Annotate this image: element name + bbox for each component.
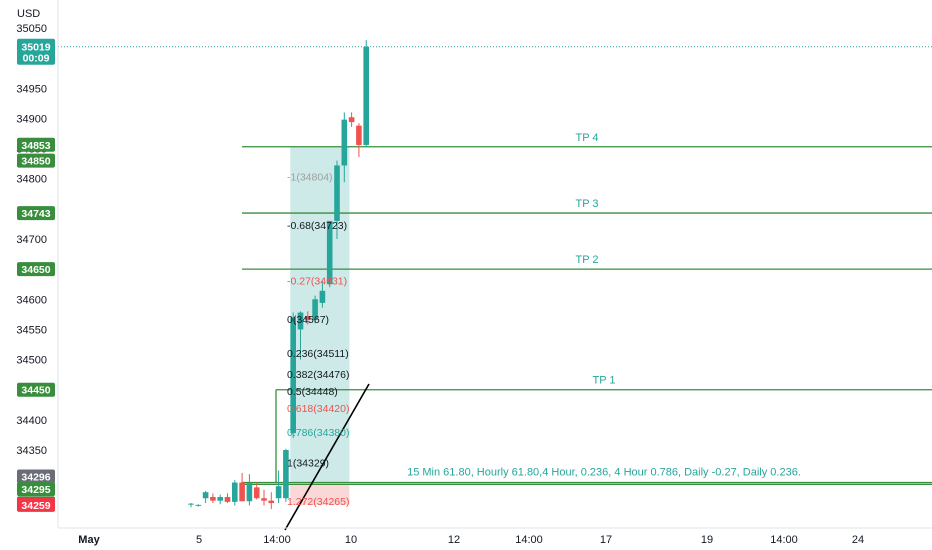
candle-body[interactable] [356, 125, 362, 145]
x-tick-label: 5 [196, 534, 202, 546]
x-tick-label: May [78, 534, 100, 546]
fib-level-label: 1.272(34265) [287, 496, 349, 508]
candle-body[interactable] [312, 299, 318, 320]
x-tick-label: 17 [600, 534, 612, 546]
price-badge-text: 34853 [21, 140, 50, 152]
fib-zone-red [290, 484, 350, 505]
fib-level-label: 0.236(34511) [287, 348, 349, 360]
y-tick-label: 34950 [16, 83, 47, 95]
price-badge[interactable] [17, 206, 55, 221]
candle-body[interactable] [224, 497, 231, 502]
candle-body[interactable] [210, 497, 216, 501]
candle-body[interactable] [297, 312, 304, 330]
x-tick-label: 14:00 [263, 534, 291, 546]
candle-body[interactable] [348, 117, 355, 123]
tp-label: TP 1 [592, 375, 615, 387]
price-badge-text: 34743 [21, 208, 50, 220]
fib-level-label: 0.5(34448) [287, 386, 338, 398]
y-tick-label: 34500 [16, 355, 47, 367]
fib-level-label: 0.618(34420) [287, 403, 349, 415]
price-badge-text: 34850 [21, 156, 50, 168]
candle-body[interactable] [334, 165, 340, 221]
candle-body[interactable] [188, 503, 194, 505]
price-badge[interactable] [17, 153, 55, 168]
fib-level-label: 0.382(34476) [287, 369, 349, 381]
candle-body[interactable] [268, 500, 275, 504]
x-tick-label: 12 [448, 534, 460, 546]
y-tick-label: 34550 [16, 324, 47, 336]
price-badge-text: 34296 [21, 472, 50, 484]
x-tick-label: 10 [345, 534, 357, 546]
price-badge[interactable] [17, 262, 55, 277]
candle-body[interactable] [363, 46, 369, 145]
price-badge-text: 34295 [21, 484, 50, 496]
price-badge-text: 34450 [21, 385, 50, 397]
fib-level-label: -0.27(34631) [287, 276, 347, 288]
candle-body[interactable] [326, 220, 333, 285]
y-tick-label: 34350 [16, 445, 47, 457]
y-tick-label: 34400 [16, 415, 47, 427]
candle-body[interactable] [261, 498, 267, 501]
candle-body[interactable] [202, 492, 209, 499]
confluence-annotation: 15 Min 61.80, Hourly 61.80,4 Hour, 0.236… [407, 467, 801, 479]
candle-body[interactable] [283, 450, 289, 499]
candle-body[interactable] [195, 504, 202, 506]
fib-level-label: -1(34804) [287, 171, 333, 183]
price-badge[interactable] [17, 482, 55, 497]
candle-body[interactable] [341, 119, 348, 166]
tp-label: TP 3 [575, 198, 598, 210]
trend-line[interactable] [284, 383, 370, 531]
currency-label: USD [17, 8, 40, 20]
x-tick-label: 24 [852, 534, 864, 546]
candle-body[interactable] [290, 317, 296, 434]
y-tick-label: 35050 [16, 23, 47, 35]
candle-body[interactable] [275, 486, 282, 499]
candle-body[interactable] [217, 497, 223, 501]
price-badge[interactable] [17, 469, 55, 484]
price-badge[interactable] [17, 137, 55, 152]
x-tick-label: 19 [701, 534, 713, 546]
x-tick-label: 14:00 [515, 534, 543, 546]
candle-body[interactable] [232, 482, 238, 502]
candle-body[interactable] [305, 316, 311, 320]
candle-body[interactable] [319, 290, 326, 303]
candle-body[interactable] [239, 482, 245, 502]
price-badge-text: 34259 [21, 500, 50, 512]
fib-level-label: 0.786(34380) [287, 427, 349, 439]
countdown-text: 00:09 [23, 53, 50, 65]
price-badge-text: 34650 [21, 264, 50, 276]
x-tick-label: 14:00 [770, 534, 798, 546]
price-badge[interactable] [17, 382, 55, 397]
y-tick-label: 34900 [16, 113, 47, 125]
y-tick-label: 34700 [16, 234, 47, 246]
y-tick-label: 34800 [16, 174, 47, 186]
fib-level-label: 0(34567) [287, 314, 329, 326]
y-tick-label: 34600 [16, 294, 47, 306]
tp-label: TP 4 [575, 132, 598, 144]
candle-body[interactable] [246, 483, 253, 502]
candle-body[interactable] [253, 487, 260, 499]
fib-level-label: 1(34329) [287, 458, 329, 470]
last-price-badge[interactable] [17, 38, 55, 65]
price-badge[interactable] [17, 497, 55, 512]
fib-level-label: -0.68(34723) [287, 220, 347, 232]
tp-label: TP 2 [575, 254, 598, 266]
last-price-text: 35019 [21, 42, 50, 54]
